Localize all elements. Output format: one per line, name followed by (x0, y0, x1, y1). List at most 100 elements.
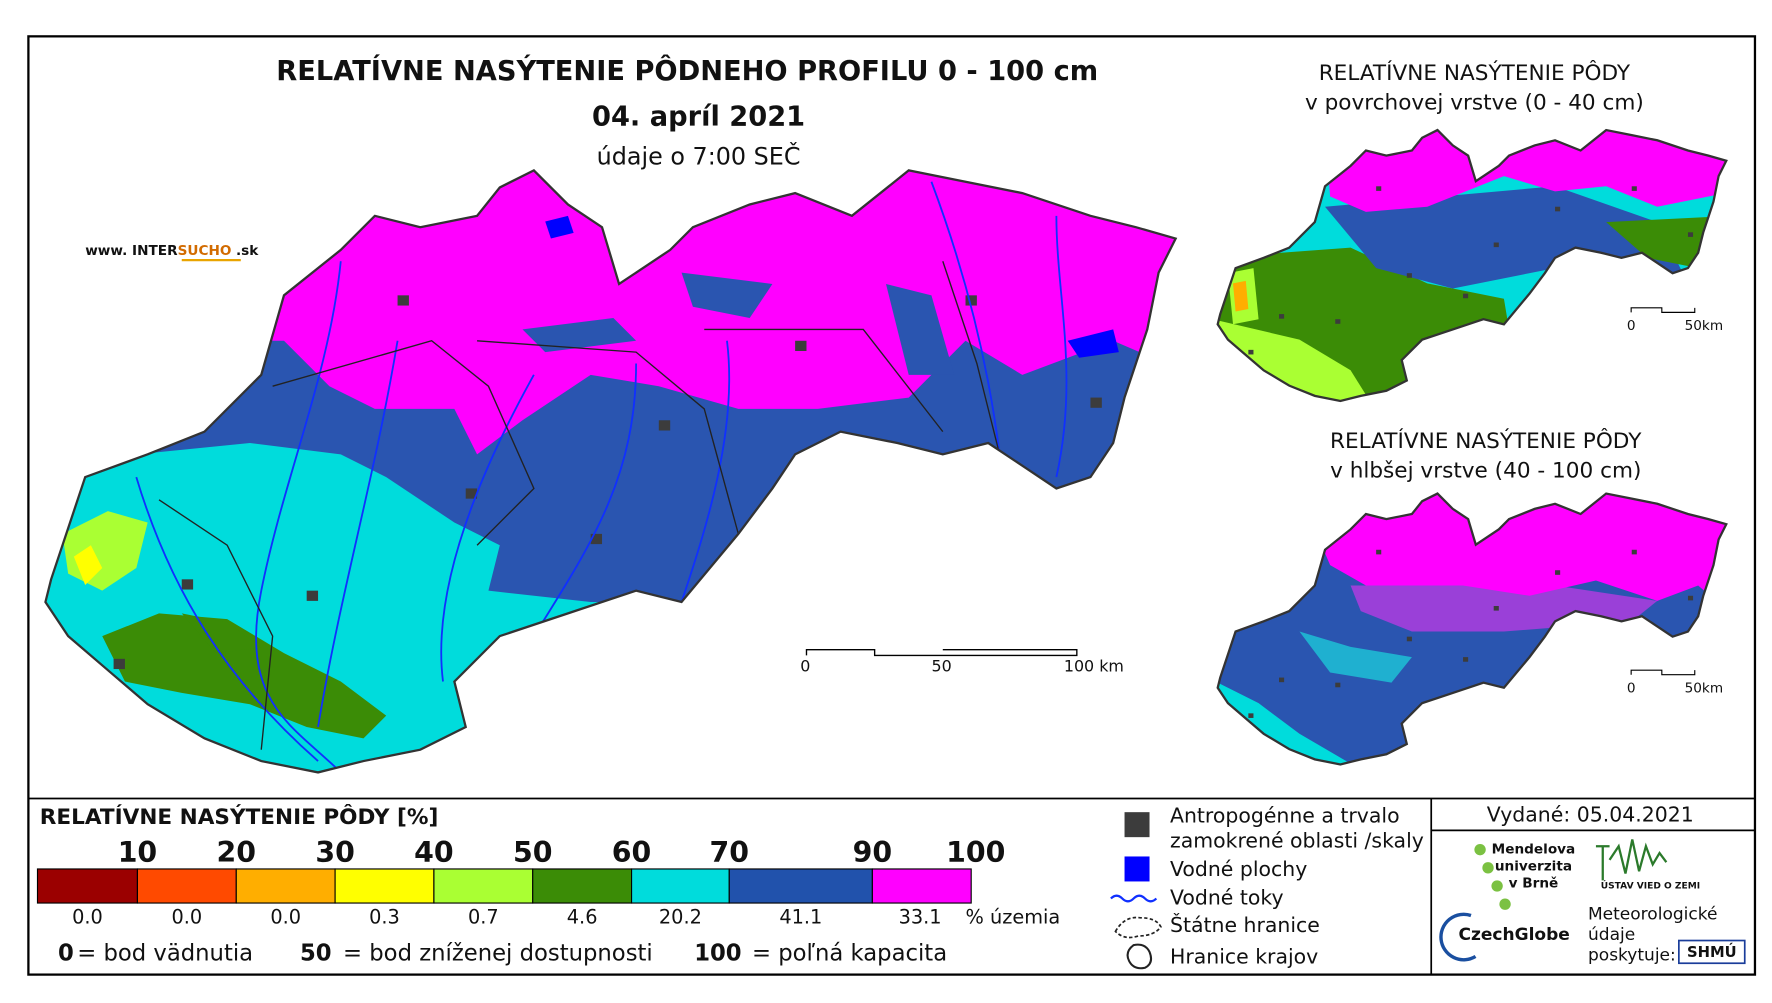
legend-swatch (36, 868, 139, 904)
river (317, 340, 399, 728)
scale-bar (805, 649, 1078, 657)
scale-label: 50 (932, 656, 952, 675)
legend-share: 0.0 (72, 905, 103, 928)
website-part: .sk (236, 243, 259, 259)
anthropogenic-spot (113, 658, 125, 670)
provider-name: ÚSTAV VIED O ZEMI (1601, 880, 1700, 892)
legend-swatch (630, 868, 730, 904)
provider-note: poskytuje: (1588, 945, 1676, 965)
anthropogenic-spot (1335, 682, 1341, 688)
symbol-label: Vodné plochy (1170, 857, 1307, 881)
symbol-label: Vodné toky (1170, 885, 1284, 909)
czechglobe-logo (1439, 912, 1477, 962)
soil-class-area (522, 318, 637, 353)
anthropogenic-spot (1279, 677, 1285, 683)
anthropogenic-spot (658, 420, 671, 431)
website: www. INTERSUCHO .sk (85, 243, 259, 259)
legend-share: 0.7 (468, 905, 499, 928)
anthropogenic-spot (465, 488, 478, 499)
legend-swatch (728, 868, 873, 904)
legend-break: 90 (853, 836, 893, 869)
inset-subtitle: v hlbšej vrstve (40 - 100 cm) (1330, 458, 1641, 483)
anthropogenic-spot (1376, 186, 1382, 191)
scale-label: 100 km (1064, 656, 1124, 675)
anthropogenic-spot (1555, 206, 1561, 212)
website-part: SUCHO (178, 243, 232, 259)
anthropogenic-spot (1631, 549, 1637, 555)
legend-note-text: = poľná kapacita (752, 941, 947, 967)
legend-swatch (235, 868, 336, 904)
provider-name: v Brně (1509, 876, 1559, 892)
scale-label: 50km (1685, 680, 1724, 696)
legend-swatch (532, 868, 633, 904)
scale-label: 0 (800, 656, 810, 675)
anthropogenic-spot (795, 340, 807, 351)
symbol-label: Štátne hranice (1170, 912, 1320, 937)
anthropogenic-icon (1124, 812, 1150, 838)
anthropogenic-spot (1376, 549, 1382, 555)
anthropogenic-spot (1463, 657, 1469, 662)
soil-class-area (1325, 130, 1727, 212)
legend-share: 0.0 (270, 905, 301, 928)
river-icon (1110, 894, 1158, 903)
logo-dot (1474, 843, 1486, 856)
provider-name: SHMÚ (1687, 943, 1737, 961)
inset-scale-bar (1630, 669, 1696, 676)
region-border (477, 340, 739, 535)
anthropogenic-spot (1463, 293, 1469, 299)
anthropogenic-spot (397, 295, 409, 306)
state-border (44, 169, 1178, 774)
legend-swatch (433, 868, 534, 904)
legend-note-value: 0 (58, 941, 74, 967)
legend-break: 50 (513, 836, 553, 869)
region-border (158, 499, 274, 750)
river (930, 181, 1001, 455)
legend-break: 20 (217, 836, 257, 869)
website-part: www. INTER (85, 243, 178, 259)
river (680, 340, 731, 603)
inset-subtitle: v povrchovej vrstve (0 - 40 cm) (1305, 90, 1644, 115)
legend-note-text: = bod zníženej dostupnosti (343, 941, 653, 967)
soil-class-area (1606, 216, 1709, 269)
soil-class-area (283, 261, 375, 341)
region-border (704, 328, 944, 433)
anthropogenic-spot (306, 590, 319, 601)
symbol-label: Antropogénne a trvalo (1170, 804, 1400, 828)
map-title: RELATÍVNE NASÝTENIE PÔDNEHO PROFILU 0 - … (276, 55, 1098, 87)
legend-swatch (871, 868, 972, 904)
soil-class-area (1299, 631, 1412, 683)
anthropogenic-spot (1687, 232, 1694, 237)
legend-note-text: = bod vädnutia (77, 941, 253, 967)
region-border-icon (1126, 943, 1153, 970)
river (1055, 215, 1068, 478)
logo-dot (1482, 862, 1494, 874)
provider-note: údaje (1588, 925, 1635, 945)
legend-share: 0.0 (172, 905, 203, 928)
state-border (1216, 128, 1728, 403)
state-border (1216, 492, 1728, 766)
anthropogenic-spot (1493, 242, 1499, 248)
logo-dot (1491, 880, 1503, 892)
legend-share: 4.6 (567, 905, 598, 928)
provider-name: CzechGlobe (1458, 925, 1569, 945)
provider-name: univerzita (1495, 859, 1572, 875)
anthropogenic-spot (181, 579, 194, 590)
anthropogenic-spot (1335, 319, 1341, 324)
legend-break: 70 (709, 836, 749, 869)
anthropogenic-spot (1687, 595, 1694, 601)
soil-class-area (1299, 493, 1727, 617)
soil-class-area (102, 613, 387, 739)
scale-label: 50km (1685, 318, 1724, 334)
soil-class-area (886, 283, 955, 375)
legend-share: 20.2 (659, 905, 702, 928)
legend-swatch (136, 868, 237, 904)
legend-note-value: 50 (300, 941, 332, 967)
inset-title: RELATÍVNE NASÝTENIE PÔDY (1319, 60, 1631, 86)
legend-title: RELATÍVNE NASÝTENIE PÔDY [%] (40, 804, 439, 830)
legend-break: 40 (414, 836, 454, 869)
river (533, 363, 638, 637)
map-date: 04. apríl 2021 (592, 102, 805, 133)
anthropogenic-spot (1279, 314, 1285, 319)
anthropogenic-spot (1248, 349, 1254, 355)
